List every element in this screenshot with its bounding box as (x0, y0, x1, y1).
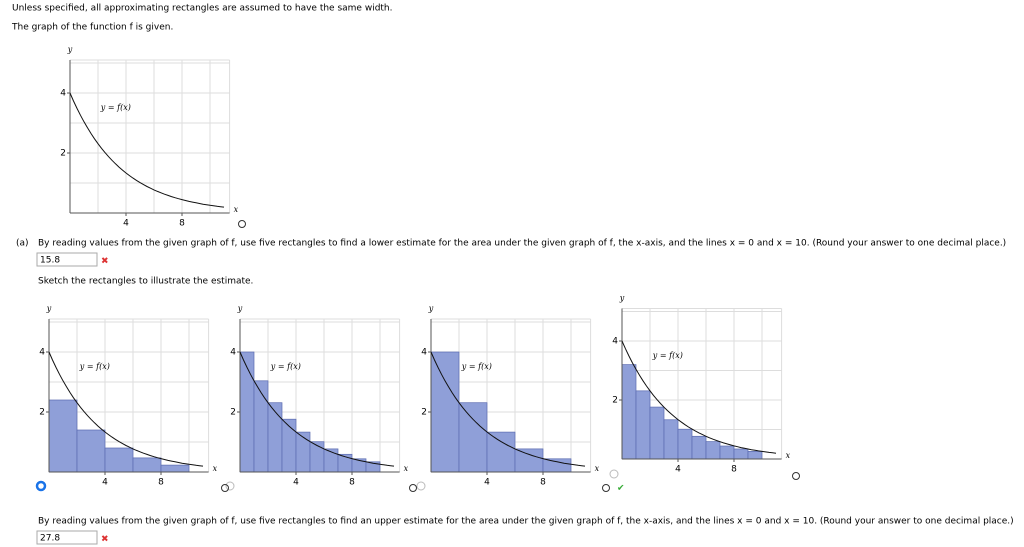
y-axis-label: y (46, 304, 52, 313)
radio[interactable] (609, 469, 619, 479)
part-b-question: By reading values from the given graph o… (38, 517, 1014, 527)
x-tick-label: 8 (179, 219, 185, 229)
x-tick-label: 8 (349, 478, 355, 488)
y-tick-label: 4 (60, 89, 66, 99)
y-tick-label: 4 (39, 348, 45, 358)
y-tick-label: 2 (230, 408, 236, 418)
wrong-icon: ✖ (101, 535, 109, 545)
rectangle (239, 351, 255, 473)
rectangle (48, 399, 78, 473)
rectangle (295, 431, 311, 473)
answer-box[interactable] (36, 252, 98, 267)
answer-box[interactable] (36, 530, 98, 545)
rectangle (677, 428, 693, 460)
info-icon (792, 472, 800, 480)
x-axis-label: x (234, 205, 239, 214)
y-tick-label: 2 (60, 149, 66, 159)
x-axis-label: x (213, 464, 218, 473)
rectangle (691, 435, 707, 460)
rectangle (253, 380, 269, 473)
curve (48, 351, 204, 467)
rectangle (76, 429, 106, 473)
rectangle (663, 419, 679, 460)
rectangle (486, 431, 516, 473)
y-tick-label: 4 (612, 337, 618, 347)
x-tick-label: 8 (158, 478, 164, 488)
y-tick-label: 2 (612, 396, 618, 406)
check-icon: ✔ (617, 484, 625, 494)
y-tick-label: 4 (230, 348, 236, 358)
part-a-label: (a) (16, 239, 29, 249)
curve-label: y = f(x) (79, 362, 110, 371)
answer-b: 27.8 (40, 534, 60, 544)
info-icon (409, 484, 417, 492)
rectangle (649, 406, 665, 460)
y-tick-label: 2 (421, 408, 427, 418)
x-axis-label: x (404, 464, 409, 473)
curve-label: y = f(x) (270, 362, 301, 371)
curve-label: y = f(x) (652, 351, 683, 360)
x-tick-label: 8 (731, 465, 737, 475)
curve (69, 92, 225, 208)
wrong-icon: ✖ (101, 257, 109, 267)
curve (430, 351, 586, 467)
y-tick-label: 4 (421, 348, 427, 358)
info-icon (221, 484, 229, 492)
given: The graph of the function f is given. (11, 23, 173, 33)
y-axis-label: y (237, 304, 243, 313)
rectangle (281, 418, 297, 473)
curve (621, 340, 777, 454)
rectangle (104, 447, 134, 473)
y-axis-label: y (428, 304, 434, 313)
curve-label: y = f(x) (100, 103, 131, 112)
x-axis-label: x (595, 464, 600, 473)
x-axis-label: x (786, 451, 791, 460)
x-tick-label: 4 (123, 219, 129, 229)
rectangle (705, 441, 721, 460)
radio[interactable] (416, 481, 426, 491)
y-axis-label: y (619, 294, 625, 303)
intro: Unless specified, all approximating rect… (12, 4, 393, 14)
rectangle (747, 450, 763, 460)
radio-selected[interactable] (35, 480, 47, 492)
rectangle (542, 458, 572, 473)
rectangle (458, 402, 488, 473)
rectangle (323, 448, 339, 473)
part-a-question: By reading values from the given graph o… (38, 239, 1006, 249)
rectangle (160, 464, 190, 473)
info-icon (238, 220, 246, 228)
rectangle (719, 445, 735, 460)
rectangle (621, 364, 637, 460)
y-tick-label: 2 (39, 408, 45, 418)
rectangle (267, 402, 283, 473)
info-icon (602, 484, 610, 492)
rectangle (514, 448, 544, 473)
rectangle (733, 448, 749, 460)
rectangle (309, 441, 325, 473)
rectangle (635, 390, 651, 460)
rectangle (132, 457, 162, 473)
radio[interactable] (225, 481, 235, 491)
x-tick-label: 4 (675, 465, 681, 475)
answer-a: 15.8 (40, 256, 60, 266)
rectangle (430, 351, 460, 473)
x-tick-label: 4 (293, 478, 299, 488)
x-tick-label: 8 (540, 478, 546, 488)
y-axis-label: y (67, 45, 73, 54)
sketch-prompt: Sketch the rectangles to illustrate the … (38, 277, 253, 287)
x-tick-label: 4 (484, 478, 490, 488)
curve-label: y = f(x) (461, 362, 492, 371)
x-tick-label: 4 (102, 478, 108, 488)
curve (239, 351, 395, 467)
